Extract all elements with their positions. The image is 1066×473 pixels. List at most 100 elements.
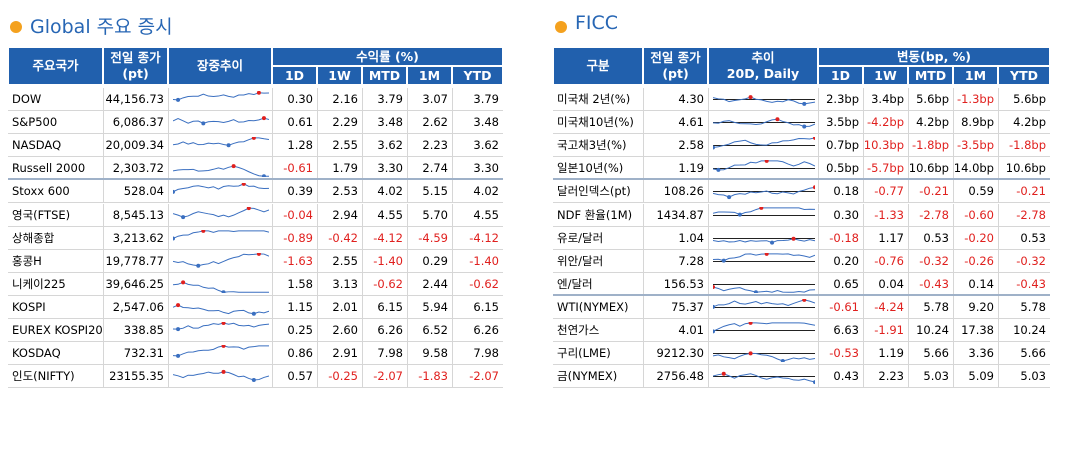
sparkline-point [221,345,226,348]
cell-value: 3.5bp [818,111,863,135]
cell-value: 10.24 [908,319,953,343]
trend-cell [168,272,272,296]
cell-value: 3.30 [452,157,503,181]
cell-value: 0.43 [818,365,863,389]
cell-value: 4.02 [452,180,503,204]
sparkline-point [261,116,266,121]
sparkline-point [748,95,753,100]
cell-value: -1.8bp [908,134,953,158]
sparkline-point [802,101,807,106]
cell-value: 5.09 [953,365,998,389]
sparkline-point [246,206,251,210]
sparkline [173,137,269,148]
row-name: 미국채10년(%) [553,111,643,135]
sparkline [713,206,815,217]
cell-value: 5.03 [998,365,1050,389]
sparkline-point [713,145,715,150]
cell-value: 0.25 [272,319,317,343]
header-trend: 추이 20D, Daily [708,47,818,85]
header-line: (pt) [122,66,149,81]
trend-cell [168,249,272,273]
cell-value: 14.0bp [953,157,998,181]
header-col: 1W [317,66,362,85]
header-col: 1W [863,66,908,85]
sparkline-point [721,258,726,263]
cell-value: 2.91 [317,342,362,366]
cell-value: 2.55 [317,134,362,158]
sparkline-point [716,168,721,173]
cell-value: 3.07 [407,88,452,112]
cell-value: 2.74 [407,157,452,181]
cell-value: 10.24 [998,319,1050,343]
sparkline-path [713,237,815,243]
sparkline-point [176,97,181,102]
sparkline-path [173,183,269,193]
sparkline-point [753,290,758,293]
row-name: WTI(NYMEX) [553,296,643,319]
cell-value: 5.6bp [908,88,953,112]
header-name: 주요국가 [8,47,103,85]
trend-cell [168,180,272,204]
cell-value: -0.42 [317,226,362,250]
cell-value: -4.59 [407,226,452,250]
sparkline-path [713,160,815,171]
cell-value: 5.66 [998,342,1050,366]
sparkline [713,351,815,363]
header-col: MTD [908,66,953,85]
sparkline-path [173,165,269,178]
sparkline-path [173,345,269,357]
trend-cell [168,203,272,227]
sparkline-point [181,280,186,285]
header-col: YTD [452,66,503,85]
sparkline-point [256,91,261,95]
cell-value: -2.78 [908,203,953,227]
cell-value: -1.40 [452,249,503,273]
sparkline [173,116,269,126]
sparkline-path [713,118,815,128]
cell-value: 5.66 [908,342,953,366]
sparkline-point [764,160,769,164]
cell-value: -2.07 [452,365,503,389]
group-separator [8,178,503,181]
cell-value: 108.26 [643,180,708,204]
trend-cell [708,134,818,158]
cell-value: 1.28 [272,134,317,158]
cell-value: -10.3bp [863,134,908,158]
trend-cell [708,226,818,250]
header-col: 1M [953,66,998,85]
row-name: 상해종합 [8,227,103,250]
row-name: 미국채 2년(%) [553,88,643,112]
sparkline-point [221,370,226,375]
group-separator [553,293,1050,296]
cell-value: 10.6bp [908,157,953,181]
cell-value: -1.8bp [998,134,1050,158]
cell-value: 0.61 [272,111,317,135]
header-group: 변동(bp, %) [818,47,1050,66]
sparkline-path [713,206,815,215]
cell-value: 4.55 [362,203,407,227]
cell-value: -5.7bp [863,157,908,181]
cell-value: 1.58 [272,272,317,296]
sparkline-point [196,263,201,268]
cell-value: 0.14 [953,272,998,296]
cell-value: -4.2bp [863,111,908,135]
sparkline-path [713,353,815,362]
row-name: 니케이225 [8,273,103,296]
cell-value: -0.60 [953,203,998,227]
cell-value: -0.26 [953,249,998,273]
sparkline-point [770,240,775,245]
cell-value: -0.32 [908,249,953,273]
header-line: 20D, Daily [726,66,800,81]
cell-value: 4.30 [643,88,708,112]
cell-value: 0.20 [818,249,863,273]
cell-value: 6.52 [407,319,452,343]
cell-value: 0.59 [953,180,998,204]
row-name: 인도(NIFTY) [8,365,103,389]
sparkline-point [748,351,753,356]
sparkline-path [173,92,269,101]
cell-value: 3.48 [362,111,407,135]
sparkline [713,95,815,106]
row-name: 영국(FTSE) [8,204,103,227]
cell-value: 0.53 [998,226,1050,250]
